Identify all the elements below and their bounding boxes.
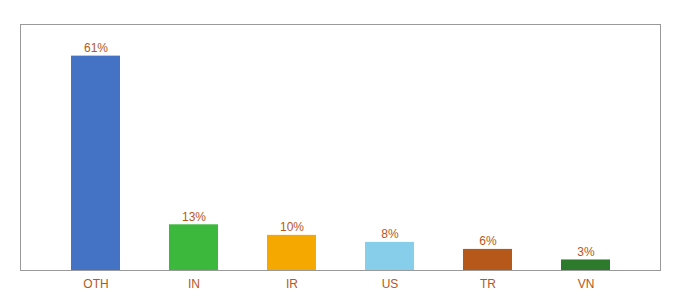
svg-text:TR: TR xyxy=(480,277,496,291)
svg-text:OTH: OTH xyxy=(83,277,108,291)
svg-text:10%: 10% xyxy=(280,220,304,234)
svg-text:61%: 61% xyxy=(84,41,108,55)
svg-text:IR: IR xyxy=(286,277,298,291)
svg-text:VN: VN xyxy=(578,277,595,291)
svg-text:13%: 13% xyxy=(182,210,206,224)
svg-text:6%: 6% xyxy=(479,234,497,248)
svg-text:US: US xyxy=(382,277,399,291)
svg-text:8%: 8% xyxy=(381,227,399,241)
svg-text:IN: IN xyxy=(188,277,200,291)
svg-text:3%: 3% xyxy=(577,245,595,259)
